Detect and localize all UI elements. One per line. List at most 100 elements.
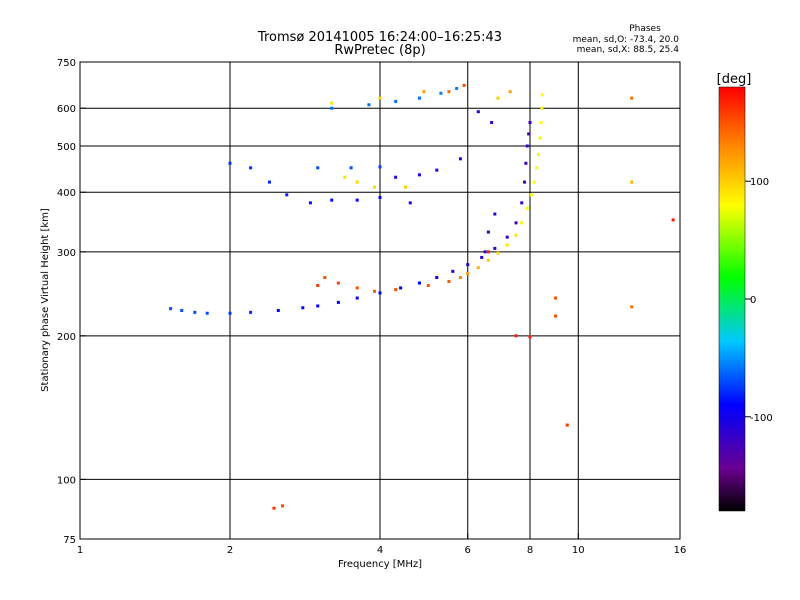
data-point [249, 166, 253, 170]
data-point [538, 136, 542, 140]
data-point [514, 233, 518, 237]
data-point [394, 288, 398, 292]
data-point [272, 506, 276, 510]
data-point [316, 304, 320, 308]
data-point [520, 201, 524, 205]
data-point [228, 161, 232, 165]
data-point [439, 91, 443, 95]
data-point [535, 166, 539, 170]
data-point [267, 180, 271, 184]
data-point [426, 283, 430, 287]
data-point [316, 166, 320, 170]
x-tick-label: 4 [377, 545, 383, 556]
y-tick-label: 400 [57, 188, 76, 199]
data-point [455, 86, 459, 90]
data-point [466, 263, 470, 267]
data-point [285, 193, 289, 197]
data-point [540, 106, 544, 110]
data-point [169, 307, 173, 311]
data-point [394, 175, 398, 179]
data-point [525, 206, 529, 210]
y-tick-label: 200 [57, 332, 76, 343]
data-point [355, 198, 359, 202]
data-point [355, 286, 359, 290]
data-point [480, 255, 484, 259]
data-point [276, 308, 280, 312]
data-point [523, 180, 527, 184]
y-tick-label: 750 [57, 58, 76, 69]
data-point [373, 185, 377, 189]
data-point [458, 276, 462, 280]
colorbar-ticks: 100 0 -100 [745, 177, 773, 424]
data-point [378, 291, 382, 295]
data-point [490, 121, 494, 125]
x-tick-label: 1 [77, 545, 83, 556]
y-tick-label: 300 [57, 248, 76, 259]
data-point [336, 300, 340, 304]
data-point [447, 279, 451, 283]
data-point [417, 96, 421, 100]
data-point [408, 201, 412, 205]
data-point [505, 243, 509, 247]
y-axis-ticks: 750 600 500 400 300 200 100 75 [57, 58, 86, 546]
data-point [355, 296, 359, 300]
data-point [422, 90, 426, 94]
data-point [330, 101, 334, 105]
data-point [330, 198, 334, 202]
data-point [514, 334, 518, 338]
data-point [373, 289, 377, 293]
data-point [367, 103, 371, 107]
y-axis-label: Stationary phase Virtual Height [km] [40, 208, 51, 392]
data-point [435, 168, 439, 172]
data-point [520, 221, 524, 225]
data-point [525, 144, 529, 148]
data-point [205, 311, 209, 315]
data-point [417, 281, 421, 285]
x-tick-label: 8 [527, 545, 533, 556]
data-point [532, 180, 536, 184]
data-point [536, 152, 540, 156]
data-point [486, 258, 490, 262]
data-points [169, 83, 675, 510]
x-tick-label: 2 [227, 545, 233, 556]
colorbar-tick-label: 0 [750, 295, 756, 306]
data-point [486, 230, 490, 234]
colorbar-label: [deg] [717, 72, 752, 87]
x-tick-label: 6 [465, 545, 471, 556]
chart-title: Tromsø 20141005 16:24:00–16:25:43 [257, 30, 502, 45]
data-point [527, 132, 531, 136]
data-point [496, 251, 500, 255]
data-point [355, 180, 359, 184]
x-axis-ticks: 1 2 4 6 8 10 16 [77, 533, 686, 556]
data-point [630, 96, 634, 100]
data-point [462, 83, 466, 87]
chart-subtitle: RwPretec (8p) [334, 43, 425, 58]
data-point [630, 305, 634, 309]
annotation-line-x: mean, sd,X: 88.5, 25.4 [577, 45, 680, 55]
y-tick-label: 75 [63, 535, 76, 546]
annotation-line-o: mean, sd,O: -73.4, 20.0 [573, 35, 680, 45]
colorbar-tick-label: 100 [750, 177, 769, 188]
data-point [323, 276, 327, 280]
data-point [336, 281, 340, 285]
data-point [539, 121, 543, 125]
y-tick-label: 500 [57, 142, 76, 153]
data-point [493, 246, 497, 250]
data-point [476, 110, 480, 114]
data-point [483, 250, 487, 254]
data-point [193, 310, 197, 314]
data-point [308, 201, 312, 205]
data-point [458, 157, 462, 161]
data-point [378, 195, 382, 199]
data-point [349, 166, 353, 170]
grid-lines [80, 62, 680, 539]
data-point [528, 121, 532, 125]
data-point [447, 90, 451, 94]
y-tick-label: 600 [57, 104, 76, 115]
data-point [417, 173, 421, 177]
data-point [228, 311, 232, 315]
data-point [493, 212, 497, 216]
data-point [553, 314, 557, 318]
data-point [330, 106, 334, 110]
